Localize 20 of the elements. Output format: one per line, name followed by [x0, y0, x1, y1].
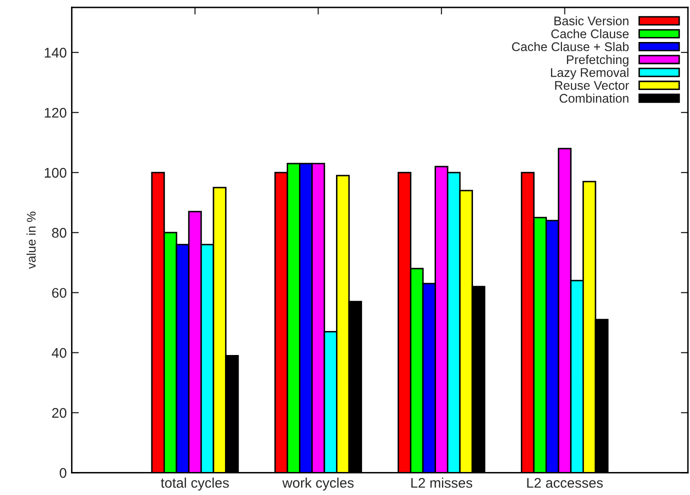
x-tick-label: L2 misses — [411, 478, 472, 488]
x-tick-label: L2 accesses — [527, 478, 603, 488]
x-tick-label: work cycles — [282, 478, 354, 491]
y-tick-label: 140 — [44, 48, 66, 58]
x-tick-label: total cycles — [160, 478, 229, 491]
y-tick-label: 120 — [44, 108, 66, 118]
legend-label: Lazy Removal — [551, 68, 628, 80]
y-tick-label: 40 — [52, 348, 66, 358]
y-axis-title: value in % — [26, 212, 36, 269]
legend-label: Cache Clause + Slab — [512, 42, 629, 52]
legend-label: Reuse Vector — [555, 81, 629, 90]
legend-label: Basic Version — [554, 16, 628, 26]
y-tick-label: 100 — [44, 168, 66, 178]
y-tick-label: 60 — [52, 288, 66, 298]
legend-label: Cache Clause — [551, 29, 629, 38]
y-tick-label: 80 — [52, 228, 66, 238]
legend-label: Combination — [560, 94, 628, 103]
y-tick-label: 0 — [60, 468, 66, 478]
y-tick-label: 20 — [52, 408, 66, 418]
legend-label: Prefetching — [566, 54, 628, 67]
